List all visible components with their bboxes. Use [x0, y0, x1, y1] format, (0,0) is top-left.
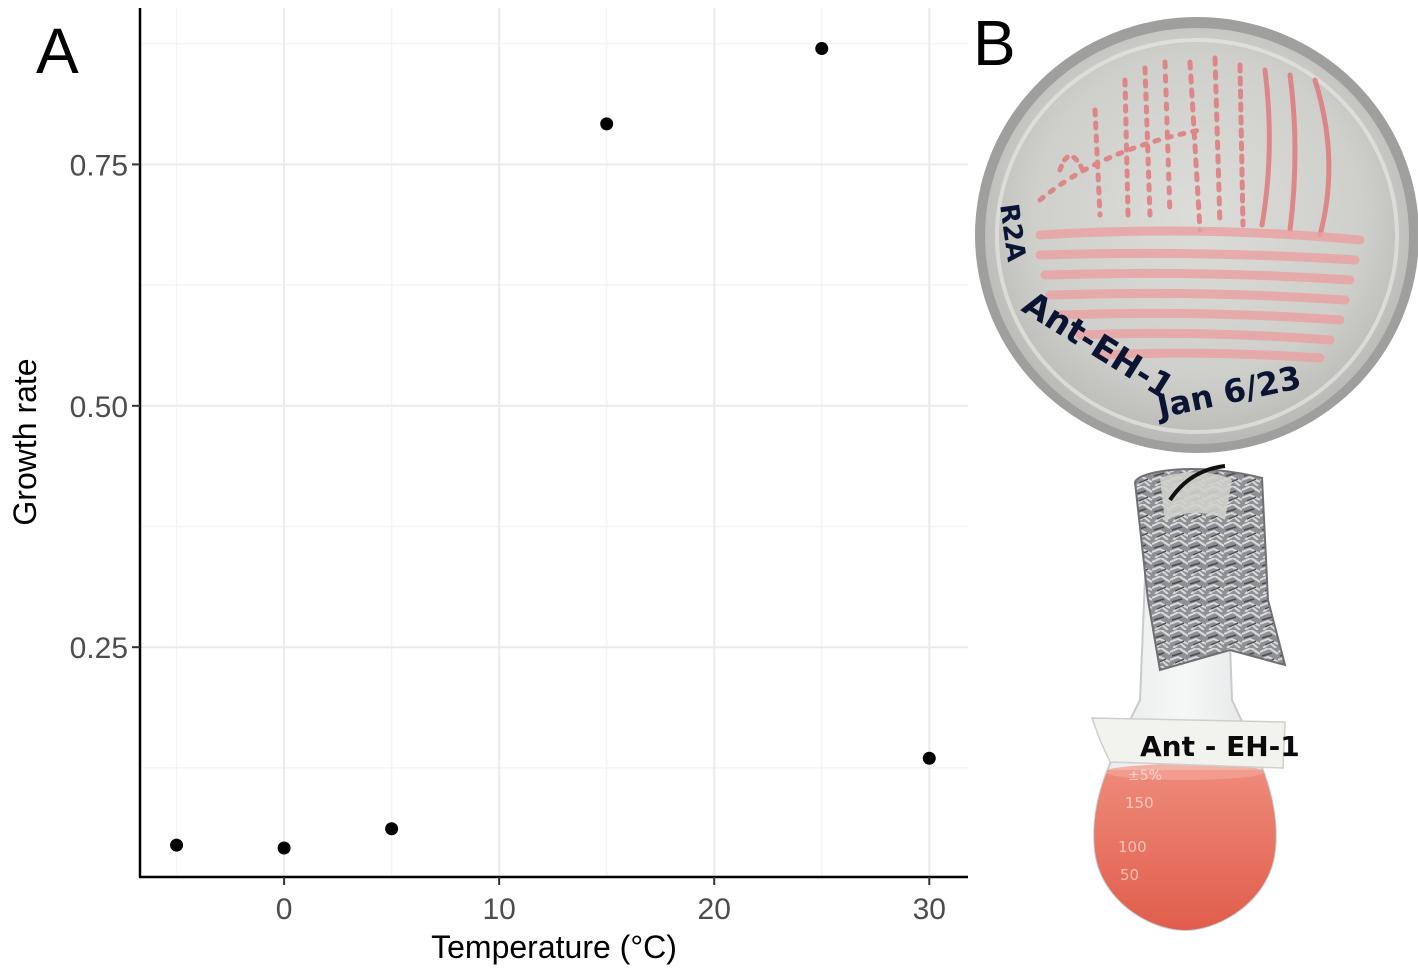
y-tick-label: 0.25 — [70, 632, 128, 665]
data-point — [170, 838, 184, 852]
x-tick-label: 30 — [913, 893, 946, 926]
plot-area — [140, 8, 968, 877]
data-point — [600, 117, 614, 131]
y-axis-title: Growth rate — [7, 358, 43, 525]
flask-graduation-150: 150 — [1125, 794, 1154, 812]
y-tick-label: 0.75 — [70, 149, 128, 182]
y-tick-label: 0.50 — [70, 391, 128, 424]
panel-b-label: B — [973, 7, 1016, 79]
x-tick-label: 10 — [482, 893, 515, 926]
data-point — [277, 841, 291, 855]
x-tick-label: 0 — [276, 893, 293, 926]
bacterial-streaks — [1037, 55, 1332, 238]
flask-percent-mark: ±5% — [1128, 768, 1162, 784]
x-axis-title: Temperature (°C) — [431, 929, 677, 965]
data-point — [385, 822, 399, 836]
panel-a-label: A — [36, 15, 79, 87]
major-grid — [140, 8, 968, 877]
petri-dish-photo: R2A Ant-EH-1 Jan 6/23 — [975, 17, 1418, 453]
x-tick-label: 20 — [698, 893, 731, 926]
data-point — [815, 42, 829, 56]
flask-photo: ±5% 150 100 50 Ant - EH-1 — [1090, 464, 1300, 932]
bacterial-lawn — [1035, 226, 1365, 363]
x-axis-ticks: 0 10 20 30 — [276, 877, 946, 926]
flask-graduation-100: 100 — [1118, 838, 1147, 856]
flask-graduation-50: 50 — [1120, 866, 1139, 884]
data-point — [922, 751, 936, 765]
flask-label: Ant - EH-1 — [1140, 730, 1300, 763]
data-points — [170, 42, 936, 855]
minor-grid — [140, 8, 968, 877]
y-axis-ticks: 0.25 0.50 0.75 — [70, 149, 140, 665]
